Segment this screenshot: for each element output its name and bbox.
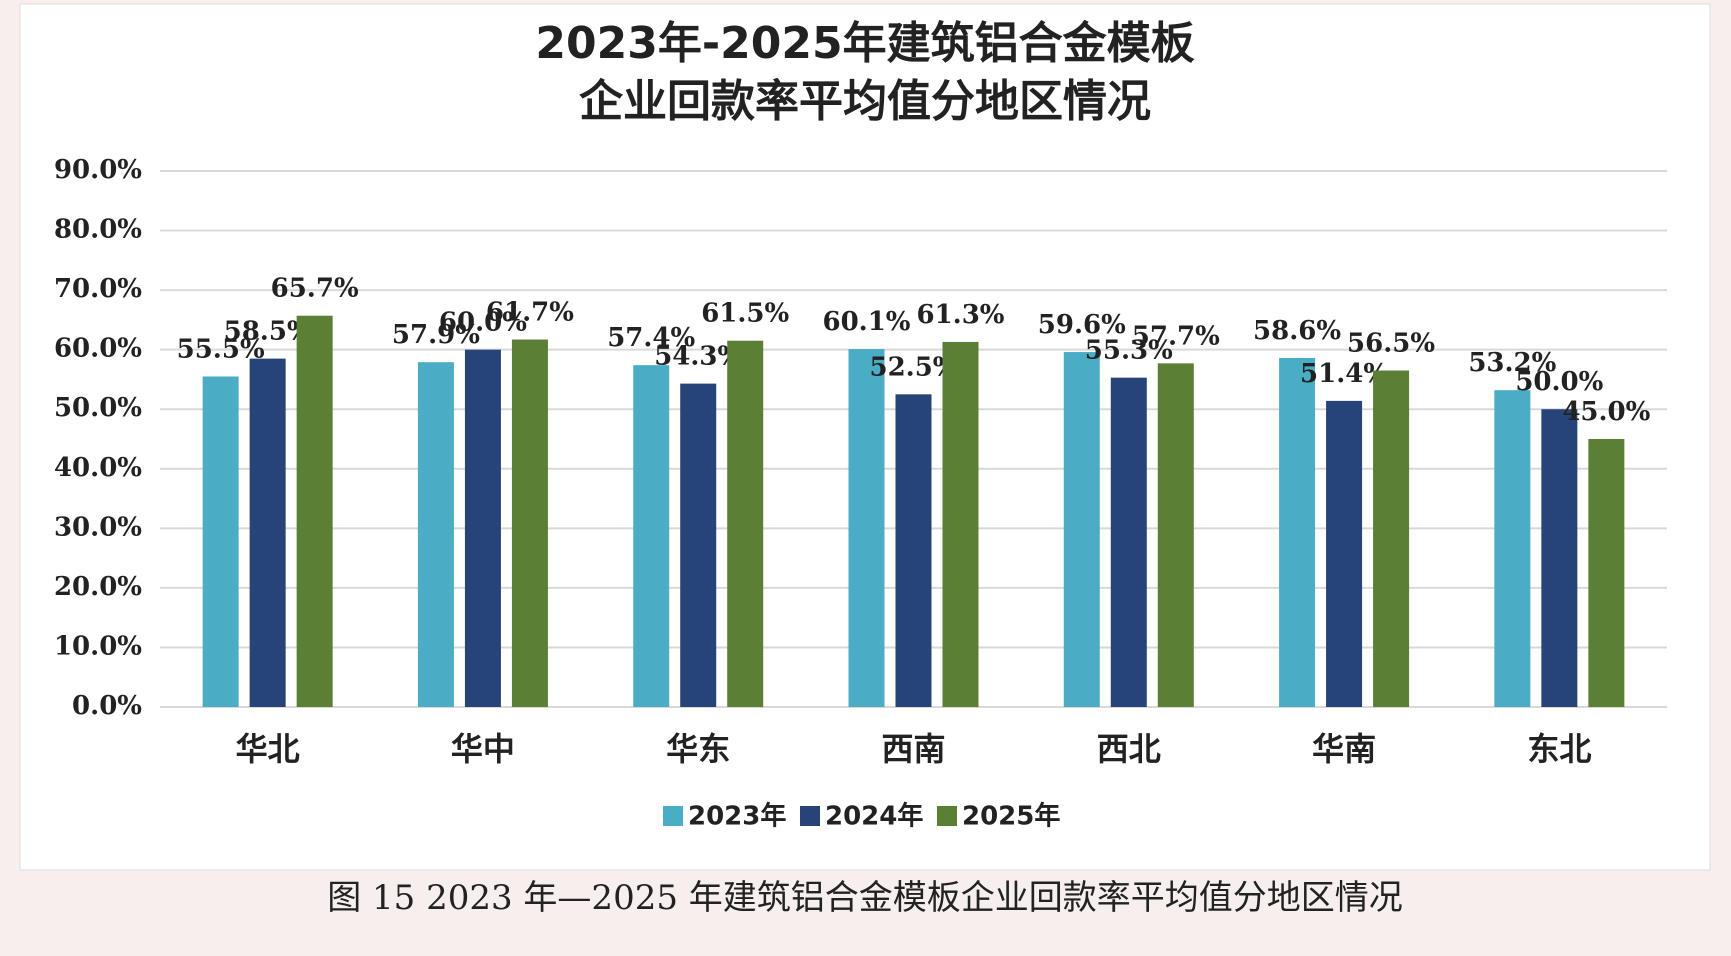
bar bbox=[1494, 390, 1531, 707]
value-label: 56.5% bbox=[1347, 329, 1435, 359]
value-label: 55.3% bbox=[1085, 336, 1173, 366]
bar bbox=[296, 315, 333, 707]
legend-label: 2025年 bbox=[962, 801, 1060, 832]
bar bbox=[464, 349, 501, 707]
value-label: 60.1% bbox=[822, 307, 910, 337]
x-tick-label: 华南 bbox=[1312, 730, 1376, 768]
legend-label: 2023年 bbox=[688, 801, 786, 832]
x-tick-label: 华东 bbox=[666, 730, 730, 768]
legend-swatch bbox=[663, 806, 683, 826]
x-tick-label: 西南 bbox=[881, 730, 945, 768]
y-tick-label: 50.0% bbox=[54, 393, 142, 423]
value-label: 50.0% bbox=[1515, 367, 1603, 397]
y-tick-label: 20.0% bbox=[54, 572, 142, 602]
x-tick-label: 西北 bbox=[1097, 730, 1161, 768]
y-tick-label: 40.0% bbox=[54, 453, 142, 483]
x-tick-label: 华北 bbox=[236, 730, 300, 768]
value-label: 58.6% bbox=[1253, 316, 1341, 346]
chart-title: 2023年-2025年建筑铝合金模板 bbox=[535, 18, 1194, 69]
legend-swatch bbox=[937, 806, 957, 826]
value-label: 61.7% bbox=[486, 298, 574, 328]
value-label: 57.4% bbox=[607, 323, 695, 353]
legend-swatch bbox=[800, 806, 820, 826]
bar bbox=[417, 362, 454, 707]
bar bbox=[1326, 400, 1363, 707]
x-tick-label: 东北 bbox=[1527, 730, 1591, 768]
bar bbox=[1279, 358, 1316, 707]
bar bbox=[942, 341, 979, 707]
chart-title: 企业回款率平均值分地区情况 bbox=[579, 76, 1151, 127]
bar bbox=[1157, 363, 1194, 707]
y-tick-label: 10.0% bbox=[54, 631, 142, 661]
bar bbox=[511, 339, 548, 707]
value-label: 57.9% bbox=[392, 320, 480, 350]
bar bbox=[727, 340, 764, 707]
value-label: 57.7% bbox=[1132, 321, 1220, 351]
value-label: 65.7% bbox=[271, 274, 359, 304]
caption: 图 15 2023 年—2025 年建筑铝合金模板企业回款率平均值分地区情况 bbox=[327, 878, 1403, 918]
y-tick-label: 0.0% bbox=[72, 691, 142, 721]
bar bbox=[848, 349, 885, 707]
bar bbox=[680, 383, 717, 707]
y-tick-label: 30.0% bbox=[54, 512, 142, 542]
value-label: 45.0% bbox=[1562, 397, 1650, 427]
value-label: 59.6% bbox=[1038, 310, 1126, 340]
value-label: 60.0% bbox=[439, 308, 527, 338]
bar bbox=[1373, 370, 1410, 707]
bar bbox=[202, 376, 239, 707]
bar bbox=[895, 394, 932, 707]
bar bbox=[1063, 352, 1100, 707]
value-label: 53.2% bbox=[1468, 348, 1556, 378]
bar bbox=[1588, 439, 1625, 707]
bar bbox=[249, 358, 286, 707]
value-label: 61.3% bbox=[916, 300, 1004, 330]
y-tick-label: 70.0% bbox=[54, 274, 142, 304]
value-label: 61.5% bbox=[701, 299, 789, 329]
legend-label: 2024年 bbox=[825, 801, 923, 832]
bar bbox=[1110, 377, 1147, 707]
y-tick-label: 90.0% bbox=[54, 155, 142, 185]
bar bbox=[633, 365, 670, 707]
y-tick-label: 60.0% bbox=[54, 334, 142, 364]
x-tick-label: 华中 bbox=[451, 730, 515, 768]
bar bbox=[1541, 409, 1578, 707]
y-tick-label: 80.0% bbox=[54, 215, 142, 245]
